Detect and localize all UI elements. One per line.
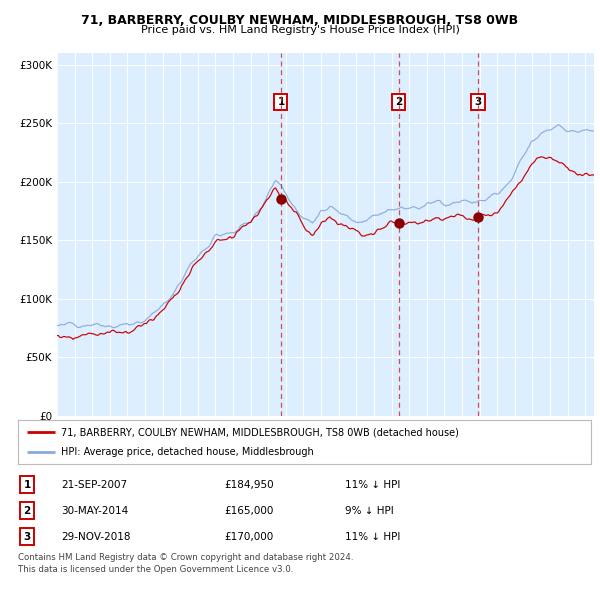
Text: HPI: Average price, detached house, Middlesbrough: HPI: Average price, detached house, Midd…	[61, 447, 314, 457]
Text: £165,000: £165,000	[224, 506, 274, 516]
Text: 2: 2	[23, 506, 31, 516]
Text: 1: 1	[23, 480, 31, 490]
Text: 71, BARBERRY, COULBY NEWHAM, MIDDLESBROUGH, TS8 0WB (detached house): 71, BARBERRY, COULBY NEWHAM, MIDDLESBROU…	[61, 427, 459, 437]
Text: Price paid vs. HM Land Registry's House Price Index (HPI): Price paid vs. HM Land Registry's House …	[140, 25, 460, 35]
Text: 1: 1	[277, 97, 284, 107]
Text: Contains HM Land Registry data © Crown copyright and database right 2024.
This d: Contains HM Land Registry data © Crown c…	[18, 553, 353, 574]
Text: 3: 3	[23, 532, 31, 542]
Text: 30-MAY-2014: 30-MAY-2014	[61, 506, 128, 516]
Text: 2: 2	[395, 97, 403, 107]
Text: 29-NOV-2018: 29-NOV-2018	[61, 532, 130, 542]
Text: 11% ↓ HPI: 11% ↓ HPI	[344, 480, 400, 490]
Text: 71, BARBERRY, COULBY NEWHAM, MIDDLESBROUGH, TS8 0WB: 71, BARBERRY, COULBY NEWHAM, MIDDLESBROU…	[82, 14, 518, 27]
Text: 11% ↓ HPI: 11% ↓ HPI	[344, 532, 400, 542]
Text: 21-SEP-2007: 21-SEP-2007	[61, 480, 127, 490]
Text: 3: 3	[475, 97, 482, 107]
Text: 9% ↓ HPI: 9% ↓ HPI	[344, 506, 394, 516]
Text: £170,000: £170,000	[224, 532, 274, 542]
Text: £184,950: £184,950	[224, 480, 274, 490]
